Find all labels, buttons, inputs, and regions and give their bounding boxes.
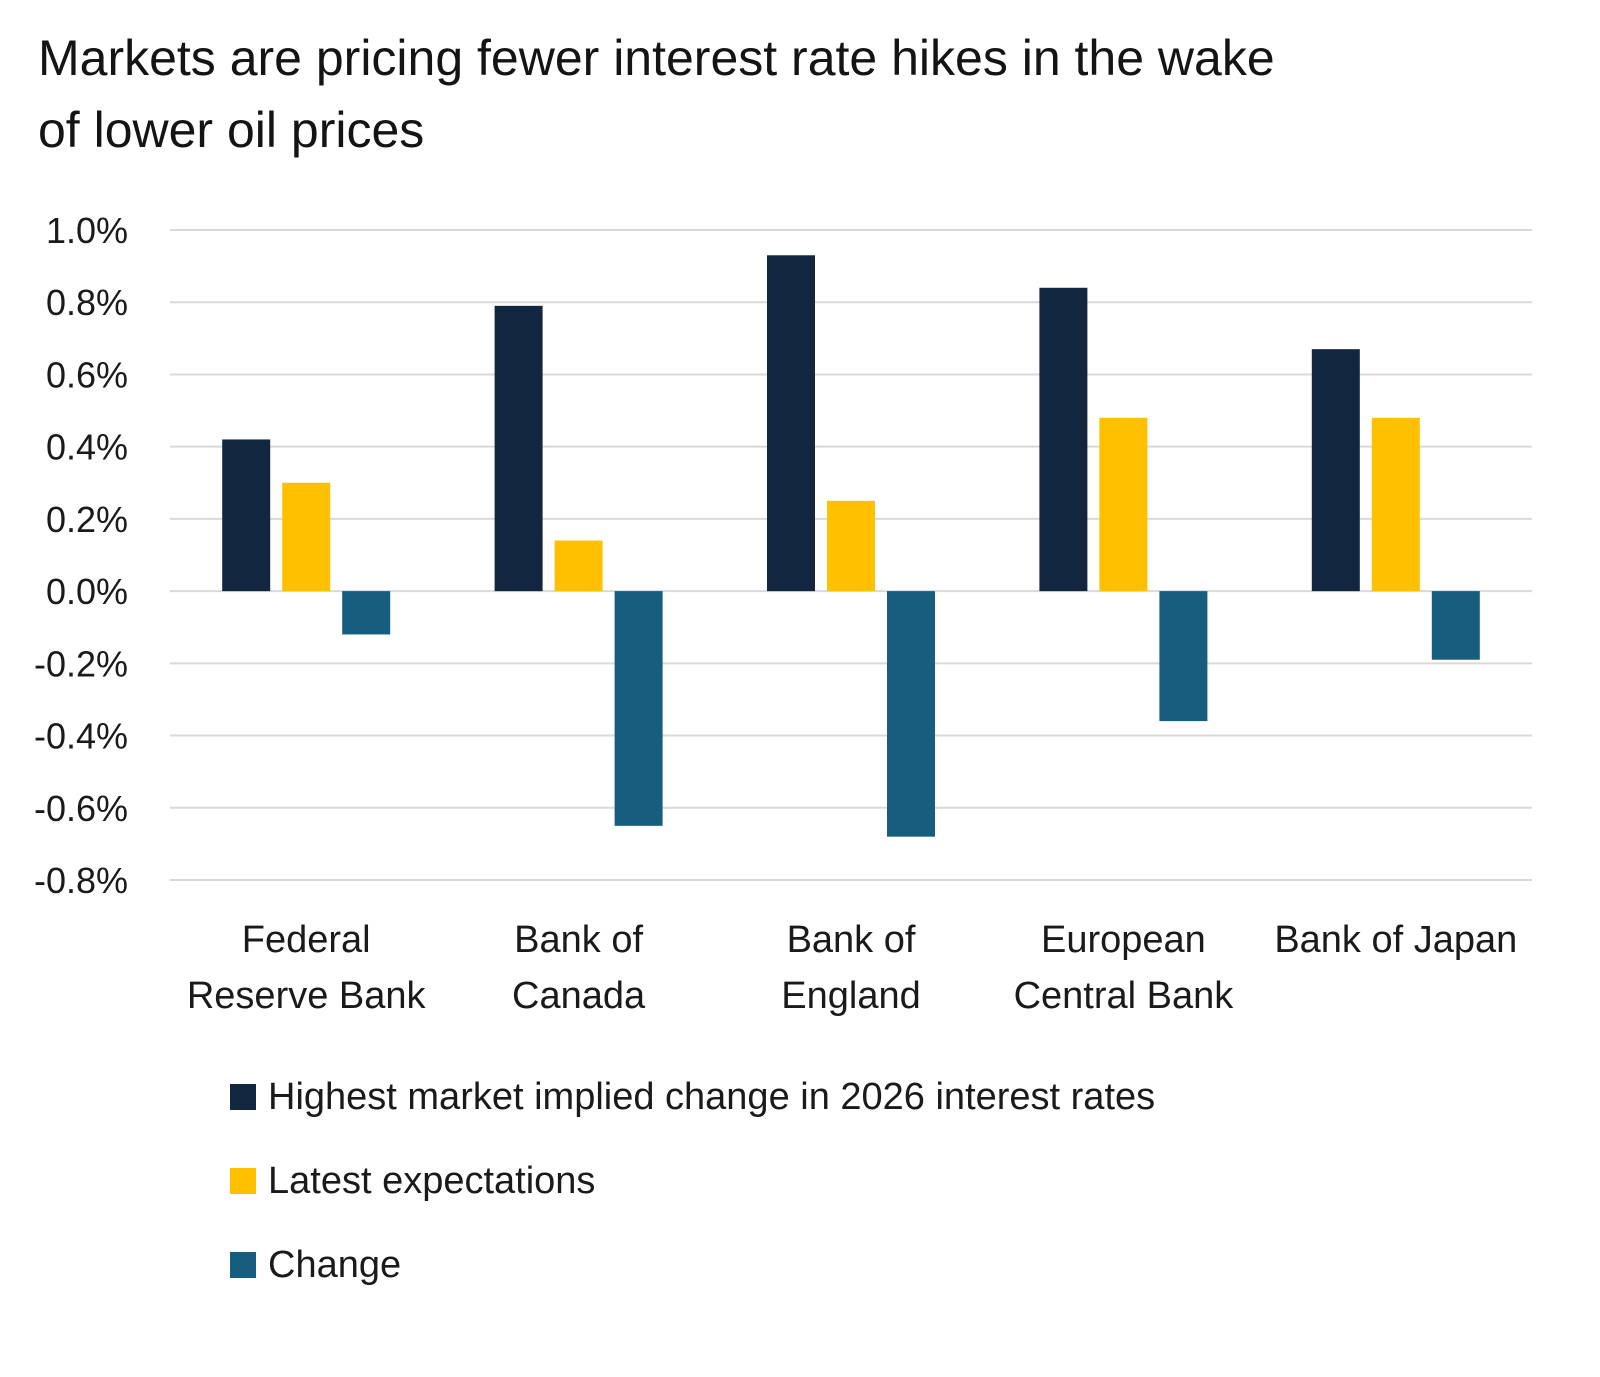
x-category-label: England — [781, 975, 920, 1017]
bar — [1099, 417, 1148, 592]
gridlines — [170, 229, 1532, 881]
bar — [1039, 287, 1088, 592]
y-tick-label: -0.4% — [34, 716, 128, 757]
x-category-label: Federal — [242, 919, 371, 961]
legend-label: Highest market implied change in 2026 in… — [268, 1075, 1156, 1118]
y-tick-label: 0.0% — [46, 571, 128, 612]
bar — [222, 439, 271, 592]
bar — [1431, 591, 1480, 660]
x-category-label: Central Bank — [1014, 975, 1235, 1017]
bar — [494, 305, 543, 592]
x-category-label: Bank of Japan — [1274, 919, 1517, 961]
bar-chart: 1.0% 0.8% 0.6% 0.4% 0.2% 0.0% -0.2% -0.4% -0.6% -… — [34, 210, 1532, 1017]
legend-swatch — [230, 1252, 256, 1278]
y-tick-label: 0.6% — [46, 354, 128, 395]
bar — [887, 591, 935, 837]
y-tick-label: -0.8% — [34, 860, 128, 901]
bar — [1311, 349, 1360, 592]
y-tick-label: 0.8% — [46, 282, 128, 323]
bar — [767, 255, 815, 592]
x-category-label: European — [1041, 919, 1206, 961]
bar — [554, 540, 603, 592]
legend-item: Latest expectations — [230, 1139, 1430, 1223]
legend-label: Change — [268, 1243, 402, 1286]
y-axis-tick-labels: 1.0% 0.8% 0.6% 0.4% 0.2% 0.0% -0.2% -0.4% -0.6% -… — [34, 210, 128, 901]
x-category-label: Bank of — [514, 919, 643, 961]
y-tick-label: 0.4% — [46, 427, 128, 468]
legend-label: Latest expectations — [268, 1159, 596, 1202]
bar — [342, 591, 391, 635]
y-tick-label: 0.2% — [46, 499, 128, 540]
bar — [827, 500, 875, 592]
x-category-label: Canada — [512, 975, 646, 1017]
legend-swatch — [230, 1168, 256, 1194]
bars — [222, 255, 1480, 837]
y-tick-label: -0.6% — [34, 788, 128, 829]
y-tick-label: -0.2% — [34, 643, 128, 684]
bar — [1159, 591, 1208, 722]
bar — [282, 482, 331, 592]
chart-legend: Highest market implied change in 2026 in… — [230, 1055, 1430, 1307]
legend-swatch — [230, 1084, 256, 1110]
x-category-label: Bank of — [787, 919, 916, 961]
x-axis-category-labels: Federal Reserve Bank Bank of Canada Bank of E… — [187, 919, 1517, 1017]
legend-item: Highest market implied change in 2026 in… — [230, 1055, 1430, 1139]
y-tick-label: 1.0% — [46, 210, 128, 251]
legend-item: Change — [230, 1223, 1430, 1307]
bar — [614, 591, 663, 826]
bar — [1371, 417, 1420, 592]
x-category-label: Reserve Bank — [187, 975, 427, 1017]
chart-title: Markets are pricing fewer interest rate … — [38, 30, 1275, 158]
